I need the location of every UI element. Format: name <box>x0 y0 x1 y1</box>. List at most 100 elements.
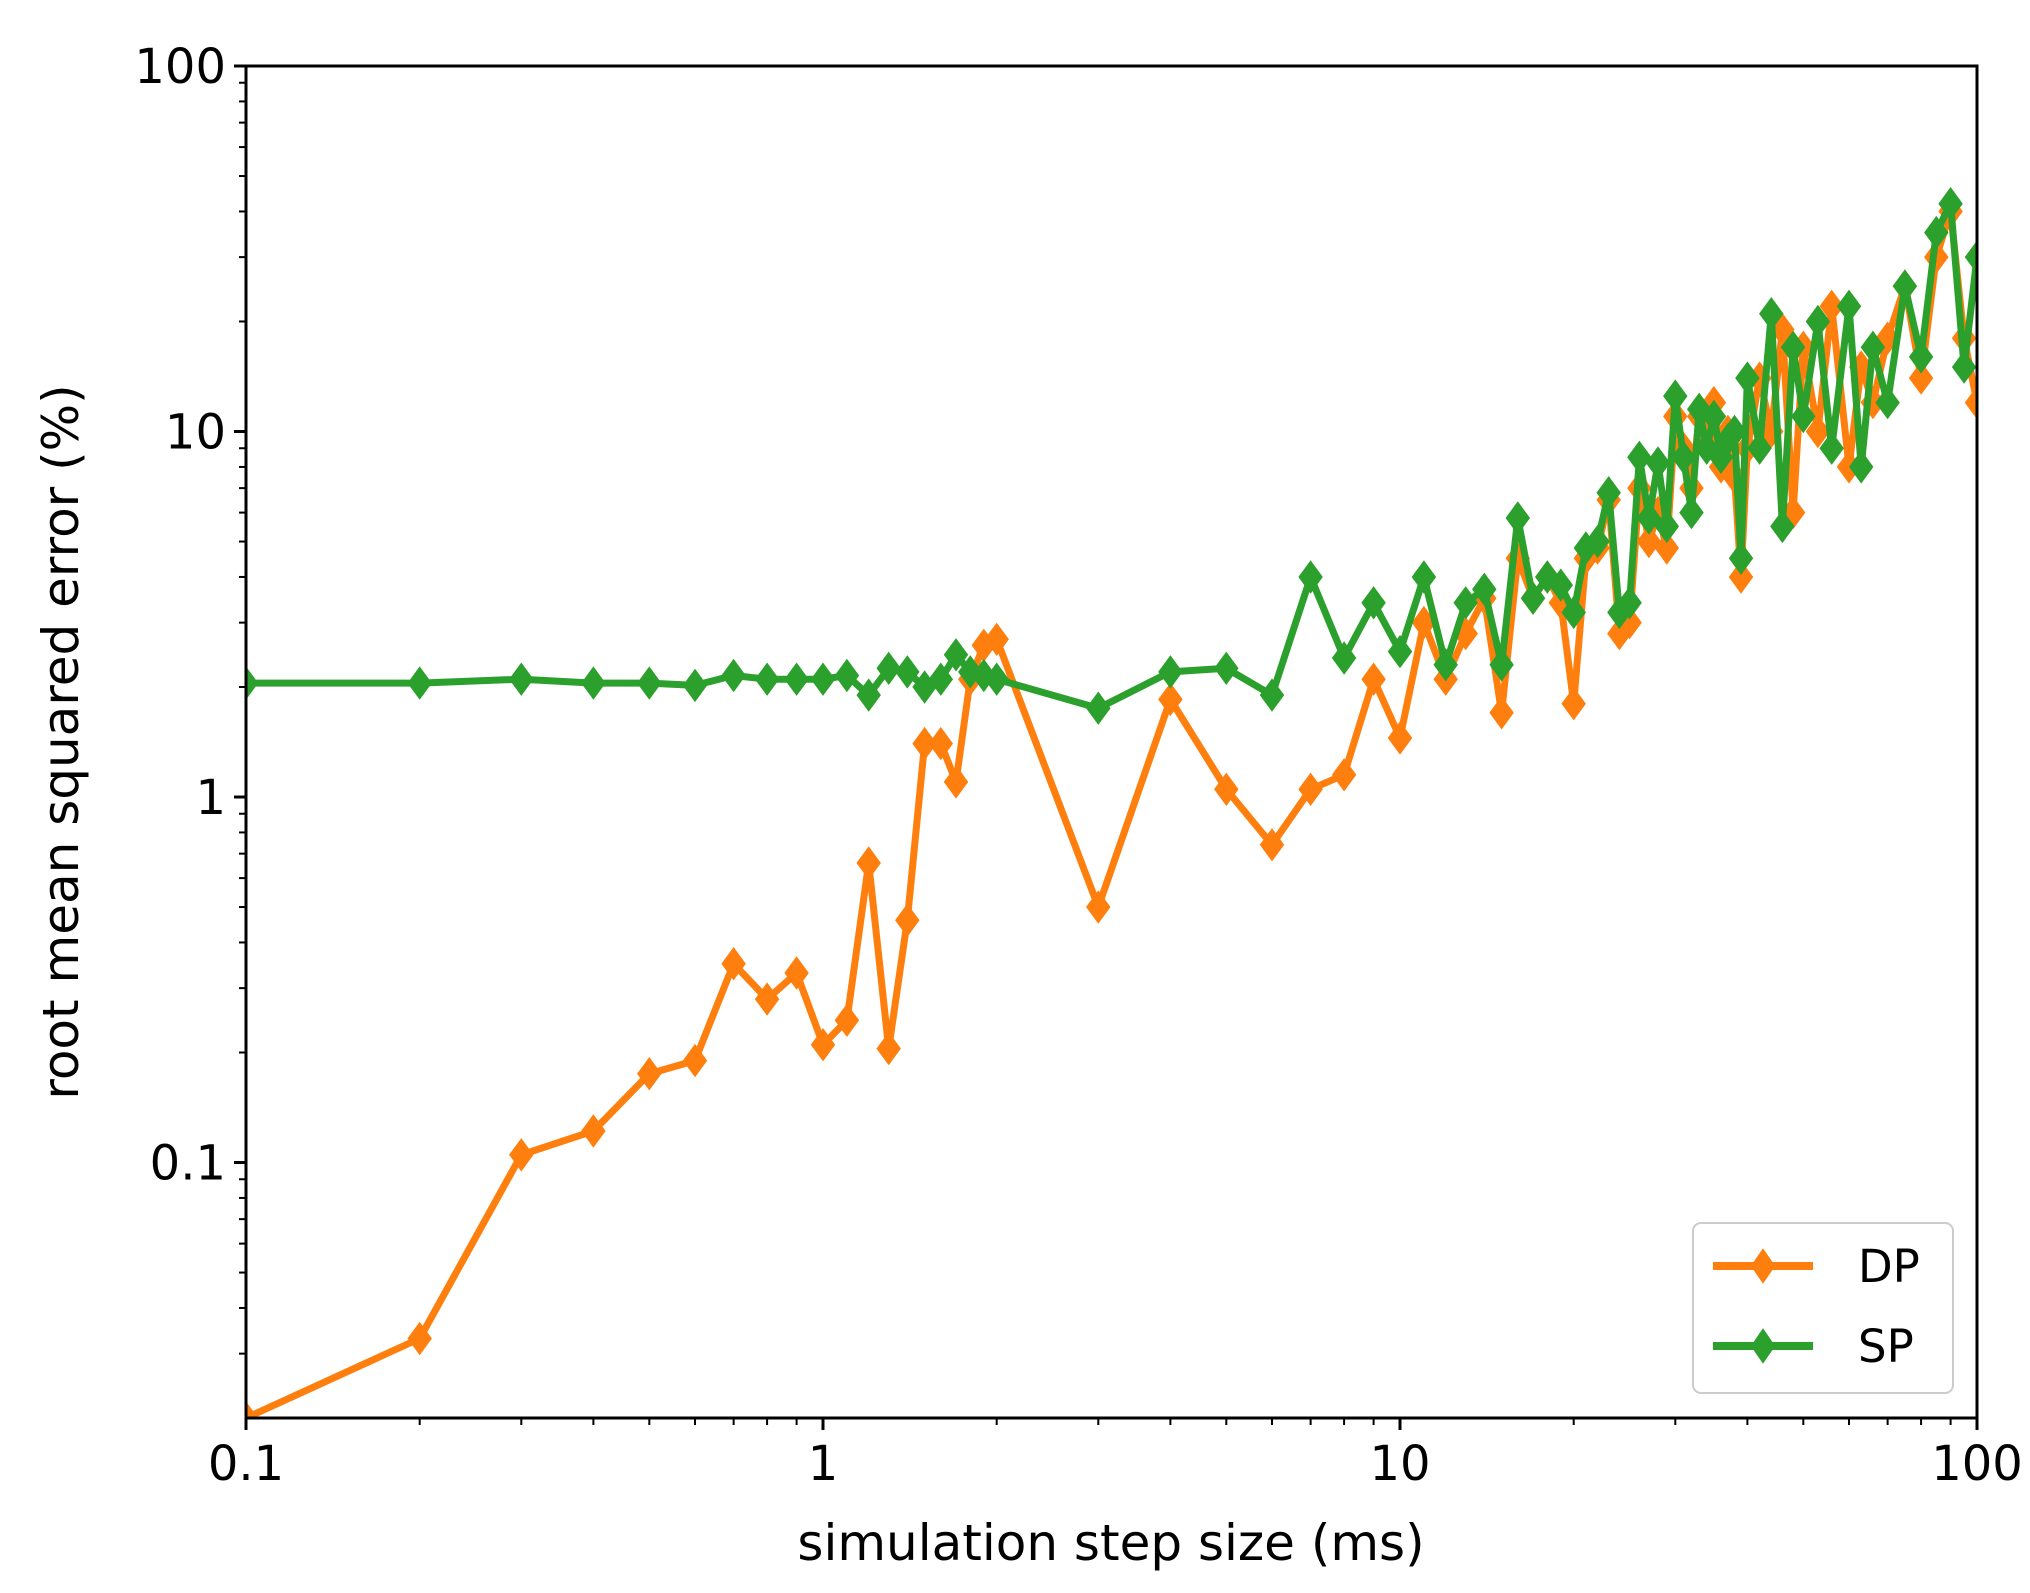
data-point-dp <box>984 622 1009 656</box>
data-point-sp <box>1654 509 1680 544</box>
data-point-dp <box>1728 560 1754 594</box>
data-point-sp <box>1298 560 1323 594</box>
data-point-sp <box>637 666 662 700</box>
y-tick-label: 10 <box>165 405 226 461</box>
data-point-sp <box>1086 691 1111 725</box>
data-point-dp <box>246 1401 259 1418</box>
data-point-sp <box>810 662 836 696</box>
data-point-sp <box>1860 330 1886 364</box>
data-point-sp <box>1722 414 1747 449</box>
data-point-sp <box>1701 399 1727 434</box>
data-point-dp <box>1387 721 1413 755</box>
data-point-dp <box>1561 687 1586 721</box>
legend-label-dp: DP <box>1858 1240 1920 1293</box>
data-point-sp <box>1548 568 1574 602</box>
data-point-dp <box>928 726 954 761</box>
x-tick-label: 0.1 <box>208 1436 284 1492</box>
data-point-sp <box>1636 501 1662 535</box>
data-point-dp <box>856 846 881 880</box>
data-point-sp <box>1472 572 1497 606</box>
data-point-dp <box>876 1031 901 1066</box>
data-point-sp <box>1505 501 1531 535</box>
data-point-dp <box>1086 890 1111 924</box>
data-point-dp <box>581 1114 606 1148</box>
data-point-sp <box>1875 385 1900 420</box>
data-point-sp <box>246 666 259 700</box>
data-point-sp <box>721 658 746 693</box>
data-point-dp <box>1331 758 1357 792</box>
data-point-sp <box>1617 586 1642 620</box>
data-point-sp <box>1735 361 1760 395</box>
data-point-sp <box>407 666 432 700</box>
data-point-dp <box>1259 828 1285 862</box>
data-point-dp <box>1214 772 1239 806</box>
series-layer <box>246 187 1977 1418</box>
data-point-sp <box>1561 595 1586 630</box>
data-point-sp <box>784 662 809 696</box>
y-tick-label: 100 <box>134 39 226 95</box>
data-point-sp <box>754 662 780 696</box>
data-point-sp <box>1387 634 1413 669</box>
data-point-sp <box>1453 586 1478 620</box>
data-point-sp <box>1747 431 1772 465</box>
data-point-dp <box>895 903 920 937</box>
data-point-dp <box>1361 662 1386 696</box>
data-point-dp <box>407 1321 432 1356</box>
series-sp <box>246 187 1977 725</box>
legend-marker-dp <box>1750 1248 1776 1284</box>
data-point-dp <box>1654 531 1680 565</box>
data-point-sp <box>1836 289 1862 323</box>
data-point-sp <box>1411 560 1437 594</box>
data-point-sp <box>1433 648 1458 682</box>
y-axis-label: root mean squared error (%) <box>32 384 90 1099</box>
data-point-dp <box>721 947 746 981</box>
data-point-dp <box>1298 772 1323 806</box>
data-point-sp <box>1663 379 1688 413</box>
data-point-sp <box>1924 215 1949 250</box>
data-point-sp <box>876 651 901 685</box>
data-point-sp <box>1585 524 1610 559</box>
data-point-sp <box>1770 509 1795 544</box>
x-tick-label: 10 <box>1369 1436 1430 1492</box>
data-point-dp <box>810 1028 836 1062</box>
x-tick-label: 100 <box>1931 1436 2023 1492</box>
data-point-dp <box>682 1043 708 1078</box>
data-point-sp <box>509 662 534 696</box>
data-point-dp <box>912 726 937 761</box>
data-point-dp <box>1964 385 1977 420</box>
x-tick-label: 1 <box>808 1436 839 1492</box>
data-point-sp <box>682 668 708 703</box>
data-point-sp <box>1759 297 1784 331</box>
data-point-sp <box>1951 350 1977 384</box>
data-point-sp <box>1331 641 1357 675</box>
data-point-sp <box>928 662 954 696</box>
data-point-sp <box>1964 240 1977 274</box>
x-axis-label: simulation step size (ms) <box>797 1514 1424 1572</box>
data-point-sp <box>895 655 920 689</box>
data-point-sp <box>834 658 860 693</box>
data-point-sp <box>1671 440 1696 474</box>
data-point-dp <box>834 1003 860 1037</box>
data-point-dp <box>509 1138 534 1172</box>
data-point-sp <box>943 638 969 672</box>
data-point-sp <box>1908 340 1934 374</box>
data-point-sp <box>1259 678 1285 712</box>
data-point-sp <box>1780 330 1806 364</box>
data-point-dp <box>1636 524 1662 559</box>
data-point-sp <box>1361 586 1386 620</box>
data-point-dp <box>637 1057 662 1091</box>
data-point-sp <box>1627 440 1652 474</box>
data-point-sp <box>1645 446 1671 480</box>
data-point-sp <box>856 678 881 712</box>
y-tick-label: 0.1 <box>150 1136 226 1192</box>
data-point-dp <box>1805 414 1831 449</box>
data-point-sp <box>1848 450 1874 484</box>
data-point-dp <box>784 956 809 990</box>
legend: DP SP <box>1692 1222 1954 1394</box>
data-point-dp <box>1489 696 1514 730</box>
data-point-dp <box>754 982 780 1016</box>
legend-label-sp: SP <box>1858 1320 1914 1373</box>
data-point-dp <box>1158 682 1183 717</box>
